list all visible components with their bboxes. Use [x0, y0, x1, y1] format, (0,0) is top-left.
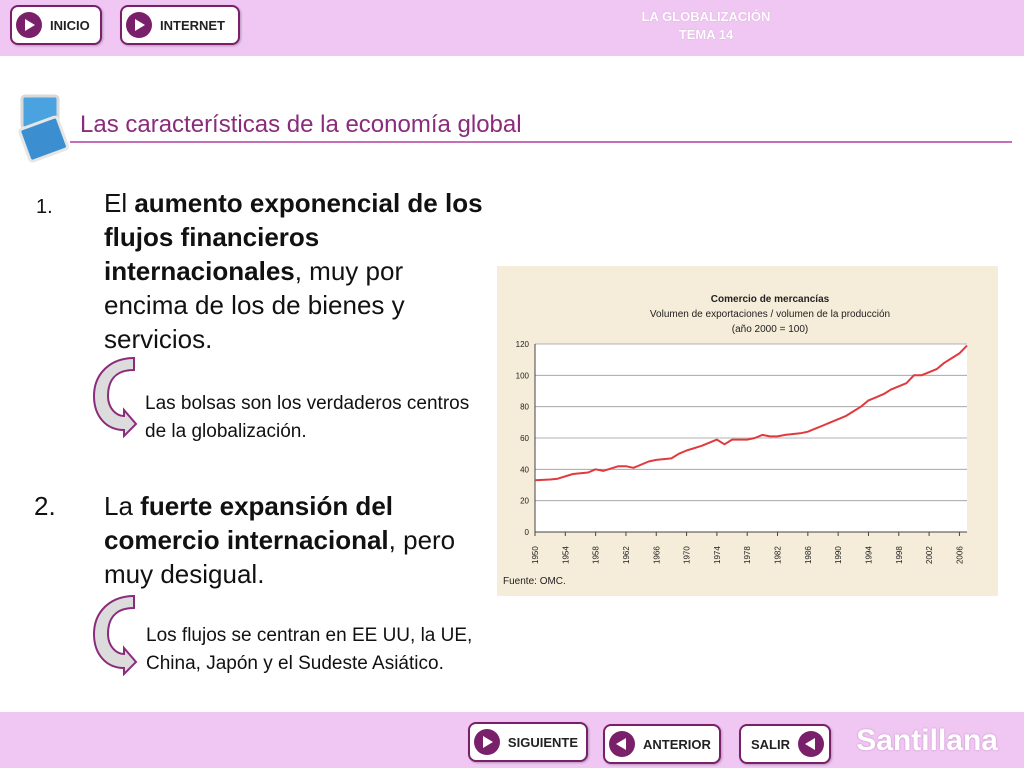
point-text-start: La — [104, 491, 141, 521]
chart-subtitle-2: (año 2000 = 100) — [732, 324, 808, 335]
play-right-icon — [126, 12, 152, 38]
point-text-start: El — [104, 188, 135, 218]
x-tick-label: 1978 — [743, 546, 752, 564]
siguiente-button[interactable]: SIGUIENTE — [468, 722, 588, 762]
chart-source: Fuente: OMC. — [503, 576, 566, 587]
y-tick-label: 80 — [520, 403, 529, 412]
x-tick-label: 1962 — [622, 546, 631, 564]
y-tick-label: 40 — [520, 465, 529, 474]
x-tick-label: 1966 — [652, 546, 661, 564]
topic-title: LA GLOBALIZACIÓN — [641, 9, 771, 24]
curved-arrow-icon — [92, 356, 138, 438]
point-note: Las bolsas son los verdaderos centros de… — [145, 393, 470, 442]
x-tick-label: 1994 — [864, 546, 873, 564]
title-divider — [70, 141, 1012, 143]
y-tick-label: 100 — [516, 371, 530, 380]
internet-button[interactable]: INTERNET — [120, 5, 240, 45]
anterior-label: ANTERIOR — [643, 736, 711, 752]
point-number: 2. — [34, 491, 56, 521]
point-note: Los flujos se centran en EE UU, la UE, C… — [146, 625, 473, 674]
play-right-icon — [473, 729, 500, 755]
anterior-button[interactable]: ANTERIOR — [603, 724, 721, 764]
slides-icon — [18, 94, 69, 163]
topic-number: TEMA 14 — [678, 27, 734, 42]
point-text-end: , pero muy desigual. — [104, 525, 456, 589]
chart-title: Comercio de mercancías — [711, 294, 830, 305]
point-text-emphasis: aumento exponencial de los flujos financ… — [104, 188, 483, 286]
chart-svg: Comercio de mercancías Volumen de export… — [503, 294, 968, 587]
topic-header: LA GLOBALIZACIÓN TEMA 14 — [606, 8, 806, 44]
play-right-icon — [16, 12, 42, 38]
salir-label: SALIR — [751, 736, 790, 752]
x-tick-label: 2006 — [955, 546, 964, 564]
y-tick-label: 20 — [520, 497, 529, 506]
point-text-end: , muy por encima de los de bienes y serv… — [104, 256, 405, 354]
y-tick-label: 0 — [525, 528, 530, 537]
x-tick-label: 1982 — [774, 546, 783, 564]
trade-chart: Comercio de mercancías Volumen de export… — [497, 266, 998, 596]
x-tick-label: 1970 — [683, 546, 692, 564]
inicio-label: INICIO — [50, 17, 90, 33]
point-text-emphasis: fuerte expansión del comercio internacio… — [104, 491, 393, 555]
curved-arrow-icon — [92, 594, 138, 676]
inicio-button[interactable]: INICIO — [10, 5, 102, 45]
x-tick-label: 1998 — [895, 546, 904, 564]
x-tick-label: 1954 — [561, 546, 570, 564]
x-tick-label: 1974 — [713, 546, 722, 564]
chart-subtitle: Volumen de exportaciones / volumen de la… — [650, 309, 890, 320]
internet-label: INTERNET — [160, 17, 225, 33]
point-text: La fuerte expansión del comercio interna… — [104, 489, 474, 591]
play-left-icon — [609, 731, 635, 757]
page-title: Las características de la economía globa… — [80, 111, 522, 138]
x-tick-label: 1986 — [804, 546, 813, 564]
point-text: El aumento exponencial de los flujos fin… — [104, 186, 484, 356]
y-tick-label: 120 — [516, 340, 530, 349]
brand-logo: Santillana — [856, 724, 998, 757]
x-tick-label: 2002 — [925, 546, 934, 564]
x-tick-label: 1990 — [834, 546, 843, 564]
x-tick-label: 1958 — [592, 546, 601, 564]
siguiente-label: SIGUIENTE — [507, 734, 578, 750]
salir-button[interactable]: SALIR — [739, 724, 831, 764]
y-tick-label: 60 — [520, 434, 529, 443]
x-tick-label: 1950 — [531, 546, 540, 564]
series-line — [534, 344, 968, 482]
point-number: 1. — [36, 196, 53, 218]
play-left-icon — [798, 731, 824, 757]
